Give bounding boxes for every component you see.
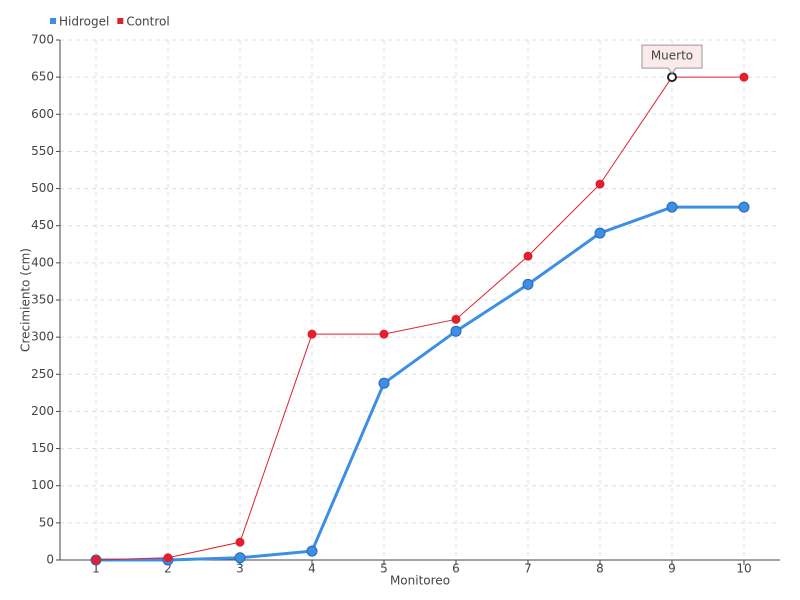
legend-swatch <box>117 18 124 24</box>
data-point <box>306 545 318 557</box>
annotation-box <box>641 44 703 74</box>
data-point <box>234 552 246 564</box>
data-point <box>450 325 462 337</box>
x-axis-label: Monitoreo <box>390 574 450 588</box>
x-tick-label: 7 <box>524 562 532 576</box>
data-point <box>595 179 605 189</box>
data-point <box>594 227 606 239</box>
data-point <box>163 553 173 563</box>
y-tick-label: 400 <box>31 255 54 269</box>
y-tick-label: 200 <box>31 404 54 418</box>
y-tick-label: 0 <box>46 553 54 567</box>
y-tick-label: 350 <box>31 293 54 307</box>
series-line <box>95 76 744 561</box>
y-tick-label: 700 <box>31 33 54 47</box>
y-tick-label: 600 <box>31 107 54 121</box>
y-tick-label: 100 <box>31 478 54 492</box>
legend-label: Hidrogel <box>59 15 109 29</box>
data-point <box>522 278 534 290</box>
data-point <box>235 537 245 547</box>
series-line <box>96 205 744 562</box>
y-tick-label: 300 <box>31 330 54 344</box>
x-tick-label: 1 <box>92 562 100 576</box>
annotation: Muerto <box>651 49 693 63</box>
x-tick-label: 4 <box>308 562 316 576</box>
x-tick-label: 10 <box>736 562 751 576</box>
data-point <box>378 377 390 389</box>
y-tick-label: 50 <box>39 515 54 529</box>
x-tick-label: 2 <box>164 562 172 576</box>
y-tick-label: 150 <box>31 441 54 455</box>
data-point <box>739 72 749 82</box>
legend-label: Control <box>126 15 169 29</box>
legend-swatch <box>50 18 56 24</box>
data-point <box>667 72 677 83</box>
y-tick-label: 450 <box>31 218 54 232</box>
x-tick-label: 9 <box>668 562 676 576</box>
y-tick-label: 550 <box>31 144 54 158</box>
y-axis-label: Crecimiento (cm) <box>19 248 33 352</box>
y-tick-label: 650 <box>31 70 54 84</box>
data-point <box>307 329 317 339</box>
data-point <box>666 201 678 213</box>
y-tick-label: 500 <box>31 181 54 195</box>
x-tick-label: 8 <box>596 562 604 576</box>
x-tick-label: 3 <box>236 562 244 576</box>
data-point <box>523 251 533 261</box>
data-point <box>738 201 750 213</box>
data-point <box>379 329 389 339</box>
y-tick-label: 250 <box>31 367 54 381</box>
data-point <box>451 314 461 324</box>
x-tick-label: 6 <box>452 562 460 576</box>
data-point <box>91 555 101 565</box>
x-tick-label: 5 <box>380 562 388 576</box>
